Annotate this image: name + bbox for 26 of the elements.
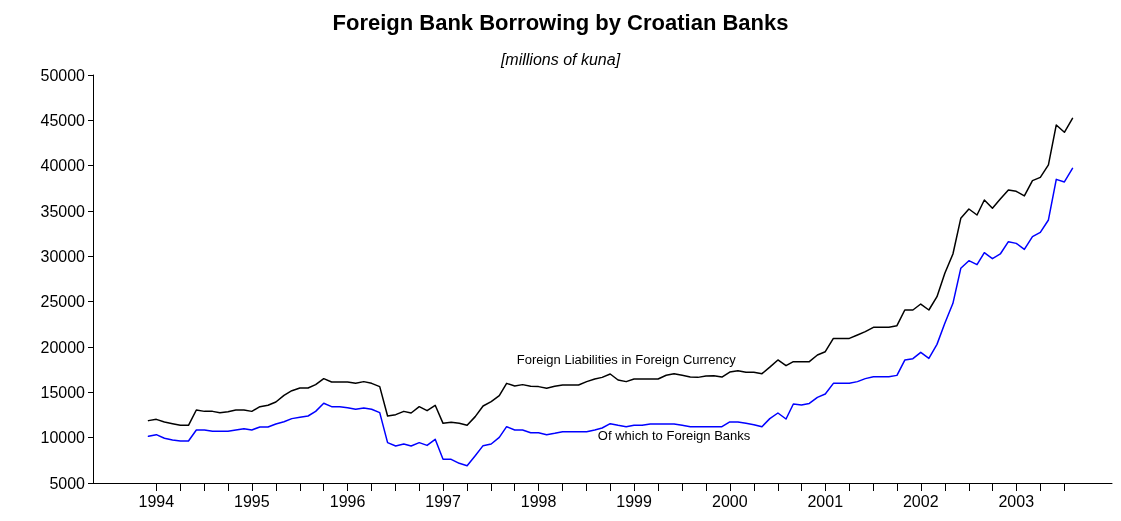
series-label: Of which to Foreign Banks <box>597 428 751 444</box>
x-tick-label: 2003 <box>998 492 1035 510</box>
y-tick-label: 30000 <box>40 247 86 265</box>
y-tick-label: 45000 <box>40 111 86 129</box>
x-tick-label: 2000 <box>711 492 748 510</box>
x-tick-label: 2001 <box>807 492 844 510</box>
line-series <box>147 167 1074 467</box>
line-series <box>147 117 1074 427</box>
x-tick-label: 1996 <box>329 492 366 510</box>
x-tick-label: 1995 <box>234 492 270 510</box>
x-tick-label: 2002 <box>902 492 939 510</box>
chart-subtitle: [millions of kuna] <box>499 50 621 68</box>
y-tick-label: 15000 <box>40 383 86 401</box>
y-tick-label: 5000 <box>49 474 86 492</box>
y-tick-label: 10000 <box>40 429 86 447</box>
x-tick-label: 1998 <box>520 492 557 510</box>
y-tick-label: 40000 <box>40 157 86 175</box>
y-tick-label: 35000 <box>40 202 86 220</box>
chart-title: Foreign Bank Borrowing by Croatian Banks <box>332 9 789 35</box>
y-tick-label: 25000 <box>40 293 86 311</box>
y-tick-label: 20000 <box>40 338 86 356</box>
x-tick-label: 1999 <box>616 492 652 510</box>
y-tick-label: 50000 <box>40 66 86 84</box>
series-label: Foreign Liabilities in Foreign Currency <box>516 352 737 368</box>
x-tick-label: 1994 <box>138 492 175 510</box>
x-tick-label: 1997 <box>425 492 461 510</box>
